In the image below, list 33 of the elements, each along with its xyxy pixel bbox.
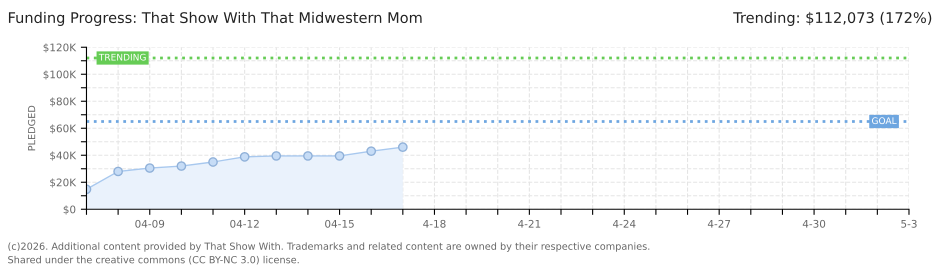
- point: [271, 151, 282, 161]
- point: [398, 142, 408, 152]
- x-tick-label: 4-24: [612, 220, 636, 228]
- x-tick-label: 4-30: [802, 220, 826, 228]
- ref-line-label: TRENDING: [98, 54, 146, 61]
- point: [176, 161, 186, 171]
- point: [208, 157, 218, 167]
- y-tick-label: $40K: [50, 151, 76, 161]
- x-tick-label: 5-3: [901, 220, 917, 228]
- y-axis-title: PLEDGED: [28, 106, 36, 150]
- x-tick-label: 4-18: [423, 220, 446, 228]
- point: [303, 151, 313, 161]
- point: [366, 146, 376, 156]
- y-tick-label: $20K: [50, 178, 76, 188]
- point: [144, 163, 155, 173]
- text: (c)2026. Additional content provided by That Show With. Trademarks and related content are owned by their respective companies.: [8, 242, 650, 252]
- point: [240, 152, 250, 162]
- y-tick-label: $60K: [50, 124, 76, 134]
- x-tick-label: 04-12: [230, 220, 259, 228]
- y-tick-label: $120K: [44, 43, 76, 53]
- text: Shared under the creative commons (CC BY-NC 3.0) license.: [8, 256, 299, 265]
- y-tick-label: $0: [64, 205, 76, 215]
- x-tick-label: 04-15: [325, 220, 354, 228]
- point: [113, 166, 123, 176]
- point: [334, 151, 344, 161]
- y-tick-label: $80K: [50, 97, 76, 107]
- y-tick-label: $100K: [44, 70, 76, 80]
- chart-subtitle: Trending: $112,073 (172%): [733, 12, 932, 26]
- x-tick-label: 04-09: [135, 220, 164, 228]
- ref-line-label: GOAL: [872, 117, 897, 124]
- x-tick-label: 4-21: [518, 220, 540, 228]
- chart-title: Funding Progress: That Show With That Midwestern Mom: [8, 12, 422, 26]
- x-tick-label: 4-27: [708, 220, 730, 228]
